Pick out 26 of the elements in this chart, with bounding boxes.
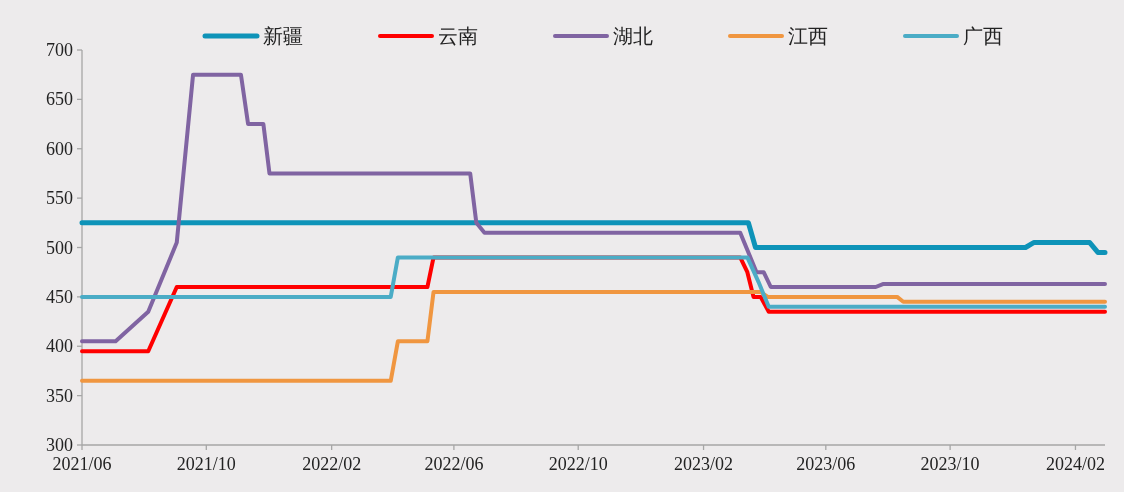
- x-tick-label: 2024/02: [1045, 454, 1105, 474]
- y-tick-label: 600: [46, 138, 73, 159]
- y-tick-label: 650: [46, 89, 73, 110]
- y-tick-label: 550: [46, 188, 73, 209]
- x-tick-label: 2023/06: [796, 454, 856, 474]
- y-tick-label: 300: [46, 435, 73, 455]
- line-series: [80, 255, 1107, 309]
- y-tick-label: 500: [46, 237, 73, 258]
- x-tick-label: 2021/06: [52, 454, 112, 474]
- x-tick-label: 2023/10: [920, 454, 980, 474]
- legend-label: 新疆: [263, 25, 303, 47]
- x-tick-label: 2022/02: [302, 454, 362, 474]
- legend-label: 江西: [788, 25, 828, 47]
- y-tick-label: 450: [46, 286, 73, 307]
- x-tick-label: 2023/02: [674, 454, 734, 474]
- line-series: [80, 72, 1107, 344]
- y-tick-label: 700: [46, 40, 73, 60]
- x-tick-label: 2021/10: [176, 454, 236, 474]
- x-tick-label: 2022/10: [548, 454, 608, 474]
- line-series: [80, 289, 1107, 383]
- legend-label: 云南: [438, 25, 478, 47]
- y-tick-label: 350: [46, 385, 73, 406]
- x-tick-label: 2022/06: [424, 454, 484, 474]
- legend-label: 广西: [963, 25, 1003, 47]
- legend-label: 湖北: [613, 25, 653, 47]
- y-tick-label: 400: [46, 336, 73, 357]
